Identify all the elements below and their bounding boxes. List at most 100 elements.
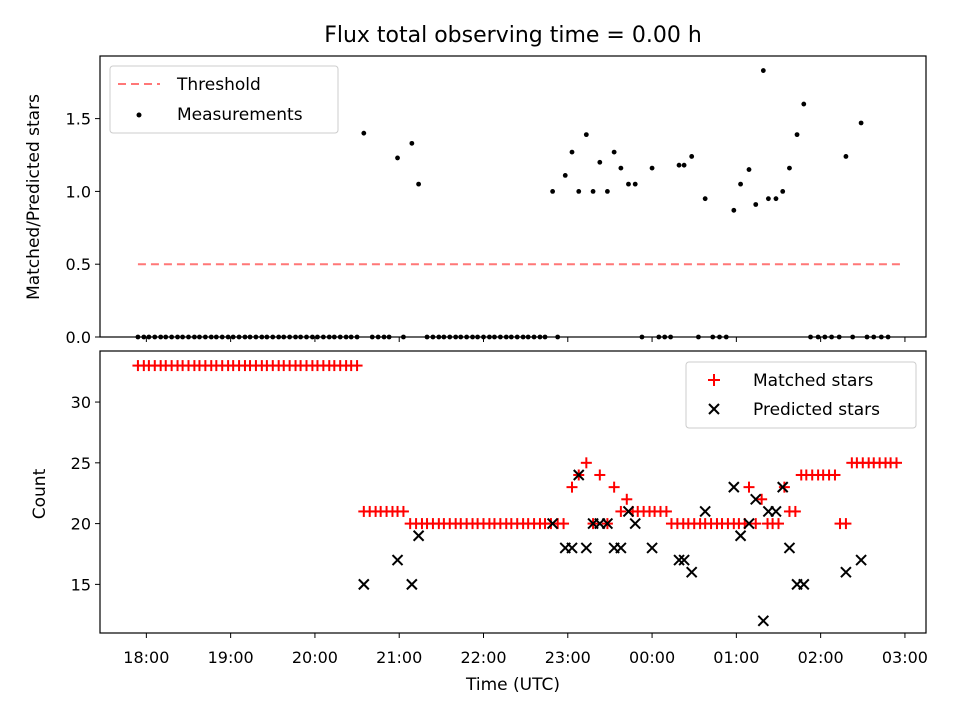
predicted-star-marker	[840, 566, 852, 578]
matched-star-marker	[756, 493, 768, 505]
predicted-star-marker	[777, 481, 789, 493]
x-tick-label: 00:00	[629, 648, 675, 667]
measurement-point	[562, 172, 568, 178]
measurement-point	[676, 162, 682, 168]
predicted-star-marker	[573, 469, 585, 481]
matched-star-marker	[580, 457, 592, 469]
matched-star-marker	[608, 481, 620, 493]
bottom-y-axis-label: Count	[30, 468, 50, 519]
measurement-point	[361, 130, 367, 136]
matched-star-marker	[891, 457, 902, 469]
predicted-star-marker	[406, 578, 418, 591]
measurement-point	[632, 181, 638, 187]
matched-star-marker	[594, 469, 606, 481]
top-legend: Threshold Measurements	[109, 65, 339, 134]
matched-star-marker	[789, 505, 801, 517]
bottom-y-tick-label: 20	[71, 515, 91, 534]
measurement-point	[773, 196, 779, 202]
bottom-y-tick-label: 15	[71, 575, 91, 594]
predicted-star-marker	[358, 578, 370, 591]
predicted-star-marker	[678, 554, 690, 566]
predicted-star-marker	[750, 493, 762, 506]
matched-star-marker	[566, 481, 578, 493]
top-y-tick-label: 1.5	[66, 110, 91, 129]
x-tick-label: 18:00	[123, 648, 169, 667]
top-y-tick-label: 0.0	[66, 328, 91, 347]
predicted-star-marker	[646, 542, 658, 554]
matched-star-marker	[397, 505, 409, 517]
measurement-point	[395, 155, 400, 161]
legend-measurements-label: Measurements	[177, 105, 303, 125]
bottom-legend-box	[685, 361, 917, 429]
predicted-star-marker	[783, 542, 796, 554]
measurement-point	[605, 189, 610, 194]
legend-predicted-label: Predicted stars	[753, 400, 880, 420]
predicted-star-marker	[757, 615, 770, 627]
measurement-point	[550, 189, 556, 194]
top-y-axis-label: Matched/Predicted stars	[24, 94, 44, 300]
x-axis-label: Time (UTC)	[465, 675, 560, 695]
predicted-star-marker	[728, 481, 740, 493]
measurement-point	[858, 120, 864, 126]
bottom-y-tick-label: 25	[71, 454, 91, 473]
matched-star-marker	[558, 518, 570, 530]
top-plot-frame	[99, 55, 927, 338]
measurement-point	[765, 196, 771, 202]
predicted-star-marker	[580, 542, 593, 554]
top-y-tick-label: 0.5	[66, 255, 91, 274]
measurement-point	[626, 181, 631, 187]
x-tick-label: 23:00	[545, 648, 591, 667]
matched-star-marker	[840, 518, 852, 530]
legend-matched-swatch	[708, 374, 720, 386]
measurement-point	[409, 140, 415, 146]
predicted-star-marker	[391, 554, 404, 566]
measurement-point	[618, 165, 624, 171]
x-tick-label: 03:00	[882, 648, 928, 667]
predicted-star-marker	[734, 530, 747, 542]
legend-matched-label: Matched stars	[753, 371, 873, 391]
x-tick-label: 01:00	[713, 648, 759, 667]
measurement-point	[590, 189, 596, 194]
measurement-point	[753, 202, 759, 207]
bottom-legend: Matched stars Predicted stars	[685, 361, 917, 429]
matched-star-marker	[829, 469, 841, 481]
legend-predicted-swatch	[708, 403, 720, 415]
predicted-star-marker	[622, 505, 635, 518]
x-tick-label: 20:00	[292, 648, 338, 667]
x-tick-label: 02:00	[798, 648, 844, 667]
predicted-star-marker	[798, 578, 810, 591]
predicted-star-marker	[566, 542, 578, 554]
matched-star-marker	[778, 481, 790, 493]
predicted-star-marker	[412, 530, 425, 542]
bottom-plot-frame	[99, 350, 927, 634]
predicted-star-marker	[855, 554, 867, 566]
predicted-star-marker	[546, 517, 559, 530]
measurement-point	[611, 149, 617, 155]
measurement-point	[760, 68, 766, 73]
measurement-point	[801, 101, 807, 107]
measurement-point	[681, 162, 687, 168]
top-chart-title: Flux total observing time = 0.00 h	[324, 23, 702, 48]
matched-star-marker	[621, 493, 633, 505]
top-legend-box	[109, 65, 339, 134]
measurement-point	[794, 132, 800, 138]
measurement-point	[576, 189, 582, 194]
legend-threshold-label: Threshold	[176, 75, 261, 95]
x-tick-label: 21:00	[376, 648, 422, 667]
bottom-y-tick-label: 30	[71, 393, 91, 412]
matched-star-marker	[773, 518, 784, 530]
matched-star-marker	[351, 360, 363, 372]
matched-star-marker	[750, 518, 762, 530]
matched-star-marker	[743, 481, 755, 493]
bottom-plot-area: 18:00 19:00 20:00 21:00 22:00 23:00 00:00 01:00…	[71, 360, 928, 667]
predicted-star-marker	[629, 517, 641, 530]
measurement-point	[731, 207, 737, 213]
measurement-point	[780, 189, 786, 194]
predicted-star-marker	[743, 517, 755, 530]
matched-star-marker	[660, 505, 672, 517]
measurement-point	[702, 196, 708, 202]
measurement-point	[597, 159, 603, 165]
predicted-star-marker	[699, 505, 711, 518]
legend-measurements-swatch	[136, 112, 142, 118]
